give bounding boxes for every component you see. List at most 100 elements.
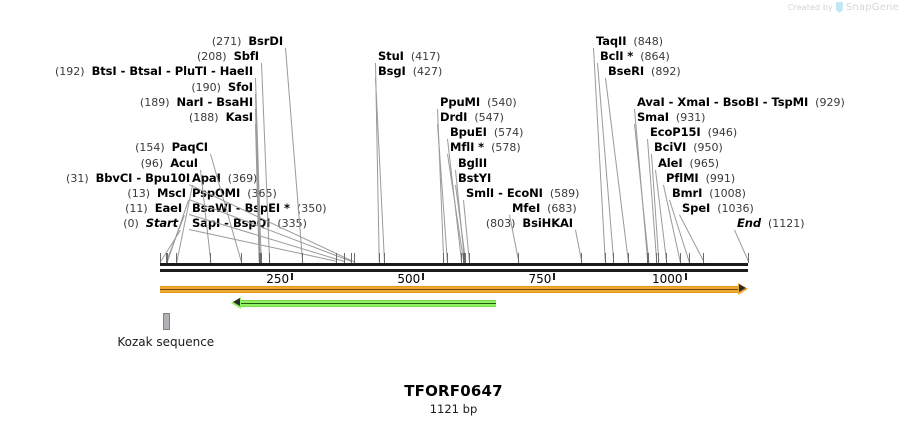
enzyme-position: (950) — [686, 141, 723, 155]
enzyme-position: (803) — [485, 217, 523, 231]
ruler-tick-mark — [553, 273, 556, 280]
restriction-cut-tick — [679, 253, 681, 263]
cds-reverse-arrow[interactable] — [230, 297, 496, 309]
enzyme-name-separator: - — [220, 216, 233, 231]
enzyme-label-bbvci[interactable]: (31) BbvCI - Bpu10I — [66, 170, 190, 185]
enzyme-label-bsgi[interactable]: BsgI (427) — [378, 65, 443, 79]
enzyme-name: AvaI — [637, 94, 665, 109]
enzyme-label-pflmi[interactable]: PflMI (991) — [666, 170, 735, 185]
restriction-cut-tick — [210, 253, 212, 263]
restriction-cut-tick — [378, 253, 380, 263]
enzyme-label-alei[interactable]: AleI (965) — [658, 156, 720, 170]
enzyme-label-sbfi[interactable]: (208) SbfI — [197, 50, 259, 64]
enzyme-label-bsrdi[interactable]: (271) BsrDI — [212, 35, 283, 49]
restriction-cut-tick — [351, 253, 353, 263]
enzyme-name: PflMI — [666, 170, 699, 185]
enzyme-name-separator: - — [162, 64, 175, 79]
restriction-cut-tick — [260, 253, 262, 263]
enzyme-label-bseri[interactable]: BseRI (892) — [608, 65, 681, 79]
restriction-cut-tick — [269, 253, 271, 263]
enzyme-label-kasi[interactable]: (188) KasI — [189, 110, 254, 125]
restriction-cut-tick — [335, 253, 337, 263]
enzyme-label-smai[interactable]: SmaI (931) — [637, 111, 705, 125]
enzyme-name-separator: - — [709, 94, 723, 109]
restriction-cut-tick — [688, 253, 690, 263]
enzyme-label-mfli[interactable]: MflI * (578) — [450, 140, 521, 155]
enzyme-position: (427) — [405, 65, 443, 79]
enzyme-name: Bpu10I — [145, 170, 190, 185]
ruler-tick-label: 500 — [397, 272, 421, 286]
restriction-cut-tick — [463, 253, 465, 263]
enzyme-name: SmlI — [466, 186, 495, 200]
enzyme-label-bpuei[interactable]: BpuEI (574) — [450, 126, 523, 140]
enzyme-label-smli[interactable]: SmlI - EcoNI (589) — [466, 186, 579, 201]
enzyme-label-msci[interactable]: (13) MscI — [127, 187, 186, 201]
orf-forward-arrow[interactable] — [160, 283, 748, 295]
enzyme-name: EcoNI — [506, 186, 543, 200]
enzyme-name-separator: - — [132, 170, 146, 185]
enzyme-label-mfei[interactable]: MfeI (683) — [512, 202, 577, 216]
enzyme-position: (188) — [189, 111, 226, 124]
enzyme-position: (1121) — [760, 217, 805, 231]
enzyme-position: (965) — [682, 156, 720, 170]
ruler-tick-label: 250 — [266, 272, 290, 286]
snapgene-flag-icon — [835, 2, 843, 13]
restriction-cut-tick — [259, 253, 261, 263]
restriction-cut-tick — [656, 253, 658, 263]
enzyme-label-apai[interactable]: ApaI (369) — [192, 171, 258, 185]
restriction-cut-tick — [613, 253, 615, 263]
restriction-cut-tick — [461, 253, 463, 263]
orf-arrow-head-inner — [739, 284, 746, 292]
enzyme-label-bmri[interactable]: BmrI (1008) — [672, 186, 746, 201]
enzyme-label-drdi[interactable]: DrdI (547) — [440, 111, 504, 125]
enzyme-label-start[interactable]: (0) Start — [123, 217, 178, 231]
enzyme-label-spei[interactable]: SpeI (1036) — [682, 202, 754, 216]
enzyme-label-bsihkai[interactable]: (803) BsiHKAI — [485, 217, 573, 231]
restriction-cut-tick — [302, 253, 304, 263]
restriction-cut-tick — [383, 253, 385, 263]
enzyme-name: MflI * — [450, 140, 485, 155]
enzyme-name: KasI — [225, 110, 254, 124]
enzyme-label-acui[interactable]: (96) AcuI — [141, 156, 198, 170]
enzyme-position: (417) — [403, 50, 441, 64]
enzyme-position: (369) — [220, 171, 258, 185]
restriction-cut-tick — [160, 253, 161, 263]
enzyme-position: (0) — [123, 217, 146, 231]
enzyme-label-bstyi[interactable]: BstYI — [458, 171, 491, 185]
enzyme-position: (540) — [480, 95, 517, 109]
enzyme-label-taqii[interactable]: TaqII (848) — [596, 35, 663, 49]
enzyme-label-sfoi[interactable]: (190) SfoI — [191, 79, 253, 94]
enzyme-position: (11) — [125, 202, 155, 216]
enzyme-label-bcivi[interactable]: BciVI (950) — [654, 141, 723, 155]
enzyme-label-end[interactable]: End (1121) — [737, 217, 805, 231]
ruler-mid-gap — [160, 266, 748, 269]
enzyme-name: BclI * — [600, 49, 634, 64]
enzyme-label-ecop15i[interactable]: EcoP15I (946) — [650, 126, 737, 140]
enzyme-name: BmrI — [672, 186, 703, 200]
enzyme-label-eaei[interactable]: (11) EaeI — [125, 202, 182, 216]
enzyme-label-paqci[interactable]: (154) PaqCI — [135, 140, 208, 155]
enzyme-position: (190) — [191, 80, 228, 94]
enzyme-label-pspomi[interactable]: PspOMI (365) — [192, 187, 277, 201]
enzyme-name: PaqCI — [171, 140, 208, 155]
enzyme-label-bcli[interactable]: BclI * (864) — [600, 49, 670, 64]
enzyme-label-nari[interactable]: (189) NarI - BsaHI — [140, 94, 253, 109]
restriction-cut-tick — [658, 253, 660, 263]
enzyme-label-avai[interactable]: AvaI - XmaI - BsoBI - TspMI (929) — [637, 94, 845, 109]
restriction-cut-tick — [703, 253, 705, 263]
kozak-sequence-box[interactable] — [162, 313, 170, 330]
enzyme-label-stui[interactable]: StuI (417) — [378, 49, 441, 64]
enzyme-name: BsaHI — [216, 94, 253, 109]
restriction-cut-tick — [258, 253, 260, 263]
enzyme-position: (892) — [644, 65, 681, 79]
restriction-cut-tick — [647, 253, 649, 263]
enzyme-label-btsi[interactable]: (192) BtsI - BtsaI - PluTI - HaeII — [55, 64, 253, 79]
enzyme-label-ppumi[interactable]: PpuMI (540) — [440, 94, 517, 109]
enzyme-name: XmaI — [677, 94, 710, 109]
enzyme-name: StuI — [378, 49, 404, 64]
enzyme-label-bglii[interactable]: BglII — [458, 156, 487, 170]
enzyme-name: PpuMI — [440, 94, 481, 109]
restriction-cut-tick — [446, 253, 448, 263]
enzyme-leader-line — [261, 63, 271, 262]
enzyme-name: SfoI — [227, 79, 253, 94]
